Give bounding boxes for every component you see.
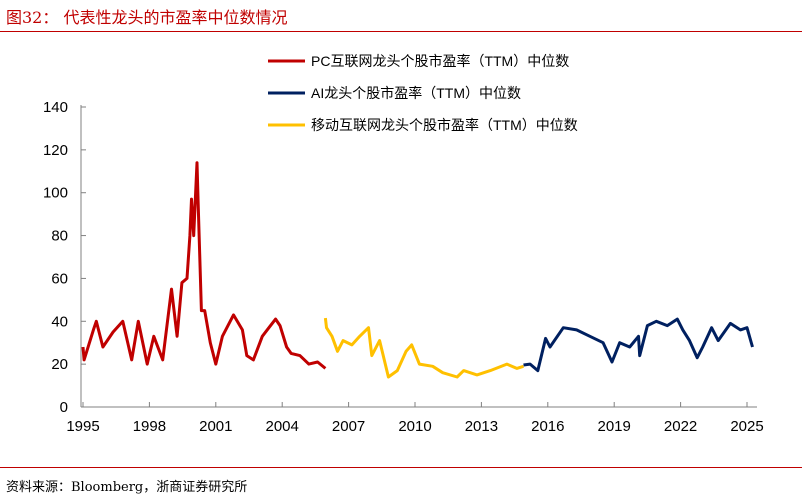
x-tick-label: 2025 — [730, 418, 763, 435]
x-tick-label: 2010 — [398, 418, 431, 435]
source-note: 资料来源：Bloomberg，浙商证券研究所 — [6, 480, 248, 495]
x-tick-label: 2016 — [531, 418, 564, 435]
y-tick-label: 80 — [51, 228, 68, 245]
legend-label-0: PC互联网龙头个股市盈率（TTM）中位数 — [311, 53, 569, 69]
y-tick-label: 120 — [43, 142, 68, 159]
legend-label-2: 移动互联网龙头个股市盈率（TTM）中位数 — [311, 117, 578, 133]
figure-title: 图32： 代表性龙头的市盈率中位数情况 — [6, 8, 288, 27]
series-line-1 — [523, 317, 754, 373]
pe-ratio-chart: 0 20 40 60 80 100 120 140 1995 1998 2001 2004 2007 20… — [43, 53, 764, 435]
x-tick-label: 2019 — [598, 418, 631, 435]
x-tick-label: 2022 — [664, 418, 697, 435]
x-tick-label: 1995 — [66, 418, 99, 435]
y-tick-label: 100 — [43, 185, 68, 202]
x-tick-label: 1998 — [133, 418, 166, 435]
x-tick-label: 2007 — [332, 418, 365, 435]
y-tick-label: 140 — [43, 99, 68, 116]
series-line-2 — [323, 317, 524, 379]
title-divider — [0, 31, 802, 32]
y-tick-label: 20 — [51, 356, 68, 373]
series-line-0 — [81, 161, 327, 370]
x-tick-label: 2013 — [465, 418, 498, 435]
x-tick-label: 2004 — [266, 418, 299, 435]
footer-divider — [0, 467, 802, 468]
legend-label-1: AI龙头个股市盈率（TTM）中位数 — [311, 85, 521, 101]
y-tick-label: 40 — [51, 313, 68, 330]
x-tick-label: 2001 — [199, 418, 232, 435]
y-tick-label: 60 — [51, 270, 68, 287]
y-tick-label: 0 — [60, 399, 68, 416]
